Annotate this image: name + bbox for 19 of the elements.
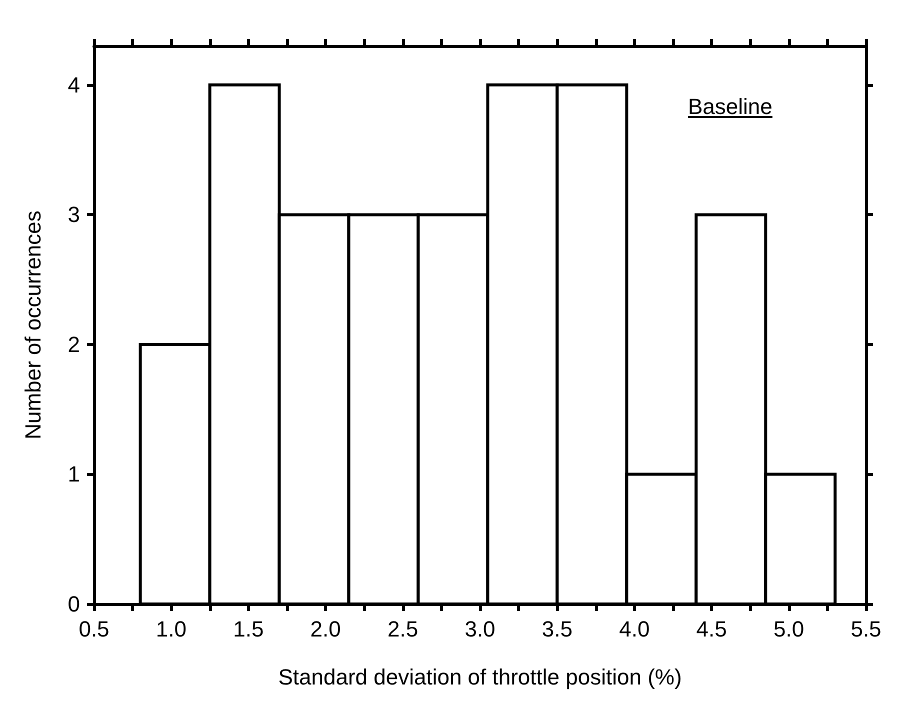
annotation: Baseline bbox=[688, 94, 772, 120]
y-tick-label: 1 bbox=[68, 462, 80, 487]
x-tick-label: 2.5 bbox=[388, 616, 418, 642]
x-tick-label: 1.0 bbox=[156, 616, 186, 642]
x-tick-label: 0.5 bbox=[78, 616, 110, 642]
x-axis-title: Standard deviation of throttle position (%) bbox=[278, 664, 682, 690]
x-tick-label: 3.0 bbox=[464, 616, 496, 642]
x-tick-label: 4.5 bbox=[696, 616, 727, 642]
y-tick-label: 3 bbox=[68, 202, 80, 228]
y-axis-title: Number of occurrences bbox=[20, 210, 46, 440]
x-tick-label: 5.0 bbox=[774, 616, 804, 642]
x-tick-label: 1.5 bbox=[233, 616, 264, 642]
x-tick-label: 3.5 bbox=[542, 616, 572, 642]
y-tick-label: 4 bbox=[68, 72, 80, 98]
x-tick-label: 4.0 bbox=[619, 616, 650, 642]
x-tick-label: 2.0 bbox=[310, 616, 341, 642]
y-tick-label: 2 bbox=[68, 332, 80, 357]
x-tick-label: 5.5 bbox=[850, 616, 882, 642]
y-tick-label: 0 bbox=[68, 592, 80, 616]
